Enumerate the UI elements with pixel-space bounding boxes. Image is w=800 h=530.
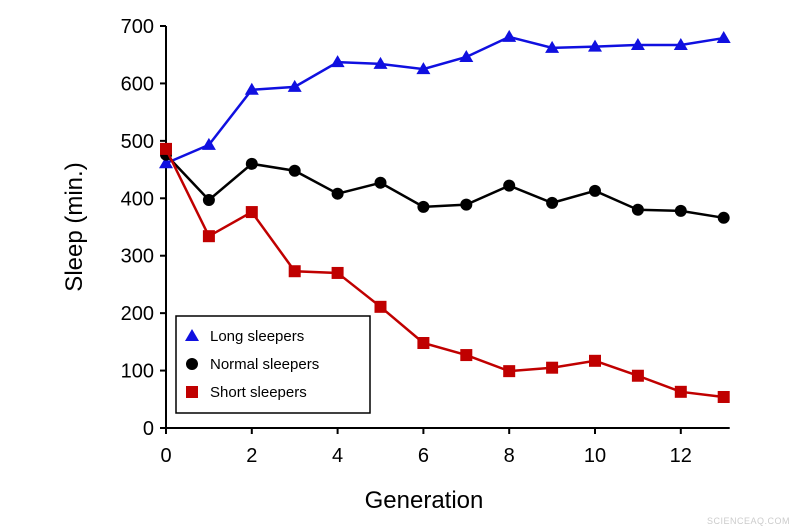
series-long-sleepers <box>159 29 731 169</box>
data-point-long-sleepers <box>545 40 560 53</box>
legend: Long sleepers Normal sleepers Short sleepe… <box>175 315 371 414</box>
data-point-normal-sleepers <box>202 194 215 207</box>
watermark: SCIENCEAQ.COM <box>707 516 790 526</box>
legend-marker <box>185 329 199 341</box>
data-point-long-sleepers <box>201 137 216 150</box>
series-line-long-sleepers <box>165 35 724 165</box>
data-point-normal-sleepers <box>503 179 516 192</box>
y-tick-label: 400 <box>121 188 154 210</box>
series-normal-sleepers <box>160 148 730 224</box>
data-point-normal-sleepers <box>546 196 559 209</box>
data-point-normal-sleepers <box>589 184 601 197</box>
data-point-normal-sleepers <box>374 176 387 189</box>
y-tick-label: 700 <box>121 16 154 38</box>
data-point-normal-sleepers <box>631 203 644 216</box>
data-point-short-sleepers <box>374 300 387 313</box>
x-tick-label: 2 <box>246 445 257 467</box>
x-tick-label: 0 <box>160 445 171 467</box>
data-point-normal-sleepers <box>674 204 687 217</box>
data-point-long-sleepers <box>373 56 388 69</box>
y-tick-label: 100 <box>121 361 154 383</box>
x-tick-label: 10 <box>584 445 606 467</box>
data-point-short-sleepers <box>674 385 687 398</box>
data-point-long-sleepers <box>588 39 602 52</box>
legend-label: Long sleepers <box>210 328 304 345</box>
data-point-long-sleepers <box>673 37 688 50</box>
data-point-short-sleepers <box>589 354 601 367</box>
legend-marker <box>186 386 198 398</box>
series-line-normal-sleepers <box>165 153 724 220</box>
data-point-short-sleepers <box>288 265 301 278</box>
data-point-short-sleepers <box>631 369 644 382</box>
data-point-long-sleepers <box>502 29 517 42</box>
y-axis-label: Sleep (min.) <box>61 162 88 291</box>
x-tick-label: 4 <box>332 445 343 467</box>
data-point-normal-sleepers <box>245 157 258 170</box>
y-tick-label: 200 <box>121 303 154 325</box>
y-tick-label: 0 <box>143 418 154 440</box>
x-tick-label: 8 <box>504 445 515 467</box>
x-tick-label: 12 <box>670 445 692 467</box>
x-axis-label: Generation <box>365 487 484 514</box>
data-point-normal-sleepers <box>460 198 473 211</box>
y-tick-label: 300 <box>121 246 154 268</box>
data-point-long-sleepers <box>159 156 173 169</box>
data-point-short-sleepers <box>160 142 172 155</box>
legend-box <box>175 315 371 414</box>
series-line-short-sleepers <box>164 148 724 399</box>
data-point-normal-sleepers <box>331 187 344 200</box>
data-point-short-sleepers <box>503 365 516 378</box>
data-point-normal-sleepers <box>288 164 301 177</box>
y-tick-label: 600 <box>121 73 154 95</box>
data-point-long-sleepers <box>416 62 431 75</box>
data-point-long-sleepers <box>716 31 731 44</box>
data-point-short-sleepers <box>331 266 344 279</box>
data-point-short-sleepers <box>202 230 215 243</box>
series-short-sleepers <box>160 142 730 403</box>
data-point-long-sleepers <box>459 50 474 63</box>
data-point-normal-sleepers <box>417 200 430 213</box>
data-point-normal-sleepers <box>717 211 730 224</box>
data-point-long-sleepers <box>244 82 259 95</box>
data-point-short-sleepers <box>245 206 258 219</box>
legend-label: Normal sleepers <box>210 356 319 373</box>
legend-label: Short sleepers <box>210 384 307 401</box>
data-point-short-sleepers <box>417 337 430 350</box>
data-point-short-sleepers <box>717 390 730 403</box>
data-point-long-sleepers <box>630 37 645 50</box>
legend-marker <box>186 358 198 370</box>
x-tick-label: 6 <box>418 445 429 467</box>
data-point-short-sleepers <box>460 349 473 362</box>
data-point-long-sleepers <box>330 55 345 68</box>
data-point-long-sleepers <box>287 79 302 92</box>
data-point-short-sleepers <box>546 361 559 374</box>
y-tick-label: 500 <box>121 131 154 153</box>
